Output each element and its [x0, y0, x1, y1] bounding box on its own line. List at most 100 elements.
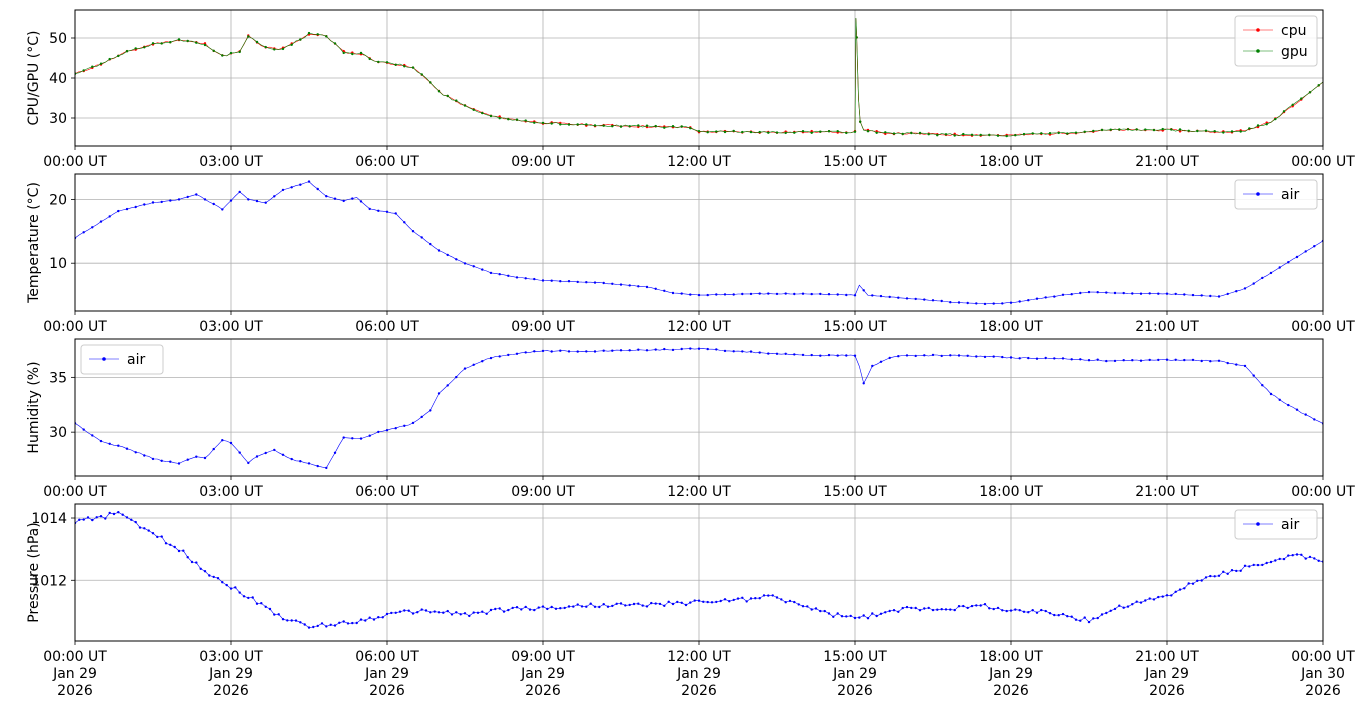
y-tick-label: 30 [49, 111, 67, 127]
data-point [212, 49, 215, 52]
data-point [602, 603, 605, 606]
data-point [1087, 620, 1091, 624]
data-point [91, 434, 94, 437]
data-point [602, 124, 605, 127]
data-point [1152, 128, 1156, 132]
data-point [325, 35, 328, 38]
data-point [554, 607, 558, 610]
x-tick-label: 09:00 UT [511, 154, 575, 170]
data-point [221, 581, 224, 584]
data-point [446, 94, 449, 98]
data-point [507, 274, 510, 277]
data-point [342, 620, 345, 623]
data-point [1217, 295, 1221, 298]
y-tick-label: 1014 [31, 511, 67, 527]
data-point [884, 611, 887, 614]
data-point [819, 292, 822, 296]
data-point [1243, 564, 1247, 567]
data-point [1308, 555, 1312, 559]
data-point [936, 608, 939, 611]
data-point [940, 354, 943, 358]
data-point [689, 601, 692, 604]
data-point [437, 392, 441, 395]
x-tick-date-label: Jan 29 [364, 666, 409, 682]
data-point [1035, 357, 1039, 360]
data-point [1287, 403, 1290, 407]
data-point [515, 276, 519, 279]
data-point [1248, 127, 1251, 130]
data-point [364, 619, 367, 622]
data-point [333, 451, 337, 454]
data-point [1313, 418, 1316, 421]
data-point [455, 258, 458, 261]
data-point [832, 615, 835, 618]
data-point [910, 131, 913, 135]
data-point [1092, 617, 1095, 620]
x-tick-label: 03:00 UT [199, 649, 263, 665]
data-point [498, 117, 501, 120]
data-point [1074, 131, 1078, 134]
data-point [1256, 563, 1260, 567]
data-point [845, 354, 848, 357]
x-tick-label: 15:00 UT [823, 649, 887, 665]
data-point [208, 574, 211, 577]
data-point [1066, 615, 1069, 618]
data-point [342, 51, 345, 55]
data-point [1304, 250, 1307, 253]
data-point [290, 457, 293, 461]
data-point [1135, 128, 1138, 131]
data-point [437, 90, 441, 93]
data-point [580, 605, 584, 608]
data-point [871, 612, 874, 615]
data-point [593, 124, 597, 127]
data-point [567, 123, 571, 126]
data-point [611, 604, 614, 608]
data-point [264, 605, 267, 608]
data-point [884, 131, 887, 134]
data-point [433, 610, 436, 613]
data-point [879, 612, 883, 615]
data-point [706, 600, 709, 604]
series-group [75, 347, 1323, 470]
data-point [212, 202, 215, 206]
data-point [377, 60, 380, 64]
data-point [697, 130, 701, 133]
data-point [247, 198, 250, 201]
data-point [931, 299, 935, 302]
data-point [1187, 582, 1190, 585]
data-point [715, 600, 718, 604]
data-point [442, 611, 445, 614]
data-point [888, 295, 891, 299]
data-point [680, 292, 683, 295]
x-tick-label: 09:00 UT [511, 649, 575, 665]
data-point [1122, 359, 1125, 362]
data-point [1265, 561, 1268, 565]
data-point [524, 351, 527, 354]
data-point [489, 608, 493, 612]
data-point [238, 50, 241, 54]
data-point [611, 349, 614, 352]
data-point [663, 347, 666, 351]
data-point [108, 442, 111, 445]
data-point [221, 54, 224, 57]
data-point [1035, 611, 1039, 614]
data-point [195, 193, 198, 196]
data-point [1139, 359, 1143, 362]
data-point [134, 520, 137, 524]
data-point [1118, 604, 1121, 607]
data-point [134, 451, 137, 454]
data-point [1053, 613, 1056, 617]
legend-marker [1256, 49, 1260, 53]
data-point [1178, 128, 1182, 131]
data-point [429, 409, 432, 412]
x-tick-date-label: Jan 29 [1144, 666, 1189, 682]
data-point [671, 602, 675, 606]
y-tick-label: 1012 [31, 573, 67, 589]
data-point [654, 348, 657, 351]
data-point [862, 289, 865, 292]
data-point [203, 43, 207, 47]
data-point [1057, 614, 1060, 617]
x-tick-date-label: Jan 29 [676, 666, 721, 682]
data-point [537, 606, 540, 609]
